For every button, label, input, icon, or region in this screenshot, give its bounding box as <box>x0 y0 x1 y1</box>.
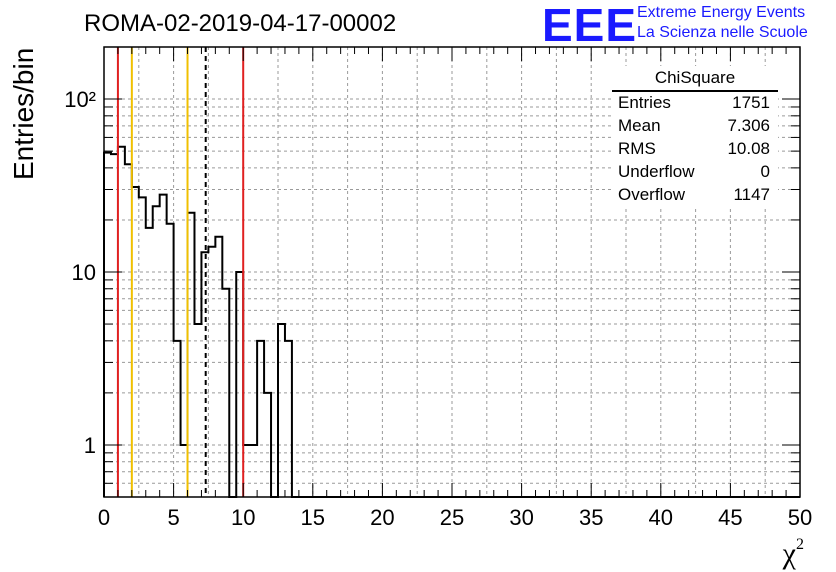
stats-histogram-name: ChiSquare <box>654 68 736 87</box>
stats-value: 7.306 <box>727 116 770 135</box>
stats-label: Entries <box>618 93 671 112</box>
x-tick-label: 0 <box>98 505 110 530</box>
stats-value: 1751 <box>732 93 770 112</box>
eee-logo: EEE <box>542 0 638 51</box>
y-tick-label: 1 <box>84 433 96 458</box>
x-tick-label: 10 <box>231 505 255 530</box>
stats-row-entries: Entries 1751 <box>618 93 770 115</box>
histogram-bin <box>188 213 195 497</box>
histogram-bin <box>278 324 285 497</box>
histogram-bin <box>153 206 160 497</box>
x-tick-label: 5 <box>167 505 179 530</box>
stats-label: Overflow <box>618 185 686 204</box>
x-tick-label: 45 <box>718 505 742 530</box>
chart-title: ROMA-02-2019-04-17-00002 <box>84 10 397 37</box>
stats-label: Mean <box>618 116 661 135</box>
logo-line-1: Extreme Energy Events <box>637 4 806 21</box>
x-axis-label-superscript: 2 <box>796 536 804 553</box>
x-tick-label: 35 <box>579 505 603 530</box>
histogram-bin <box>285 341 292 497</box>
stats-label: RMS <box>618 139 656 158</box>
stats-row-underflow: Underflow 0 <box>618 162 770 184</box>
stats-row-overflow: Overflow 1147 <box>618 185 770 207</box>
histogram-bin <box>167 224 174 497</box>
stats-value: 10.08 <box>727 139 770 158</box>
histogram-bin <box>215 237 222 497</box>
y-tick-label: 10² <box>64 87 96 112</box>
histogram-bin <box>132 187 139 497</box>
x-tick-label: 50 <box>788 505 812 530</box>
stats-label: Underflow <box>618 162 695 181</box>
logo-line-2: La Scienza nelle Scuole <box>637 24 808 41</box>
histogram-bin <box>194 324 201 497</box>
histogram-bin <box>236 272 243 497</box>
histogram-bin <box>208 247 215 497</box>
y-tick-label: 10 <box>72 260 96 285</box>
stats-box: ChiSquare Entries 1751 Mean 7.306 RMS 10… <box>612 66 778 206</box>
histogram-bin <box>174 341 181 497</box>
stats-row-rms: RMS 10.08 <box>618 139 770 161</box>
histogram-bin <box>111 154 118 497</box>
x-tick-label: 30 <box>509 505 533 530</box>
x-axis-label: χ2 <box>783 536 804 571</box>
x-tick-label: 25 <box>440 505 464 530</box>
x-axis-label-base: χ <box>782 537 796 570</box>
y-axis-label: Entries/bin <box>8 47 39 180</box>
histogram-bin <box>125 164 132 497</box>
x-tick-label: 20 <box>370 505 394 530</box>
histogram-bin <box>257 341 264 497</box>
x-tick-label: 40 <box>649 505 673 530</box>
stats-divider <box>612 90 778 92</box>
x-tick-label: 15 <box>301 505 325 530</box>
stats-row-mean: Mean 7.306 <box>618 116 770 138</box>
stats-value: 1147 <box>733 185 770 204</box>
histogram-bin <box>160 195 167 497</box>
stats-value: 0 <box>760 162 770 181</box>
histogram-bin <box>139 197 146 497</box>
